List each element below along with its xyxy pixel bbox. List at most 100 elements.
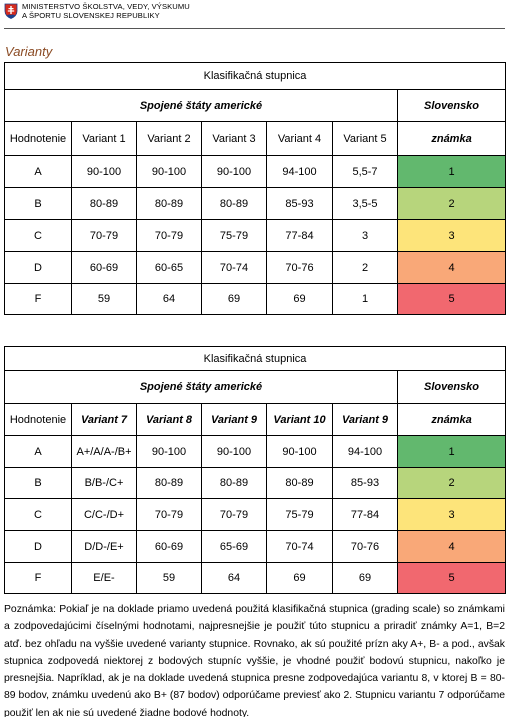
column-header-variant: Variant 1 [71, 121, 137, 156]
mark-cell: 2 [396, 467, 507, 499]
section-title: Varianty [5, 44, 53, 59]
column-header-variant: Variant 9 [332, 403, 398, 436]
column-header-variant: Variant 3 [201, 121, 267, 156]
mark-cell: 5 [396, 562, 507, 594]
table-row: A A+/A/A-/B+ 90-100 90-100 90-100 94-100… [4, 435, 507, 468]
mark-cell: 3 [396, 219, 507, 252]
range-cell: 80-89 [136, 467, 202, 499]
ministry-header: MINISTERSTVO ŠKOLSTVA, VEDY, VÝSKUMU A Š… [4, 2, 190, 20]
grading-scale-table-2: Klasifikačná stupnica Spojené štáty amer… [3, 346, 507, 594]
range-cell: 70-79 [136, 219, 202, 252]
mark-cell: 3 [396, 498, 507, 531]
grade-cell: A [4, 155, 72, 188]
column-header-mark: známka [396, 121, 507, 156]
ministry-name-line1: MINISTERSTVO ŠKOLSTVA, VEDY, VÝSKUMU [22, 2, 190, 11]
range-cell: 60-69 [136, 530, 202, 563]
table-title: Klasifikačná stupnica [3, 62, 507, 90]
range-cell: 80-89 [71, 187, 137, 220]
range-cell: 64 [201, 562, 267, 594]
range-cell: 70-76 [266, 251, 333, 284]
range-cell: 3,5-5 [332, 187, 398, 220]
range-cell: 69 [266, 283, 333, 315]
range-cell: 65-69 [201, 530, 267, 563]
grade-cell: B [4, 187, 72, 220]
grading-scale-table-1: Klasifikačná stupnica Spojené štáty amer… [3, 62, 507, 315]
range-cell: 64 [136, 283, 202, 315]
range-cell: 5,5-7 [332, 155, 398, 188]
grade-cell: F [4, 562, 72, 594]
table-row: D 60-69 60-65 70-74 70-76 2 4 [4, 251, 507, 284]
table-title: Klasifikačná stupnica [3, 346, 507, 371]
grade-cell: B [4, 467, 72, 499]
range-cell: 69 [266, 562, 333, 594]
column-header-grade: Hodnotenie [4, 121, 72, 156]
range-cell: 70-79 [71, 219, 137, 252]
grade-cell: A [4, 435, 72, 468]
column-header-grade: Hodnotenie [4, 403, 72, 436]
range-cell: 75-79 [201, 219, 267, 252]
column-header-mark: známka [396, 403, 507, 436]
range-cell: 60-69 [71, 251, 137, 284]
range-cell: 70-79 [201, 498, 267, 531]
mark-cell: 1 [396, 155, 507, 188]
group-header-slovakia: Slovensko [396, 370, 507, 404]
grade-cell: F [4, 283, 72, 315]
range-cell: 94-100 [332, 435, 398, 468]
range-cell: 80-89 [136, 187, 202, 220]
column-header-variant: Variant 5 [332, 121, 398, 156]
range-cell: 69 [332, 562, 398, 594]
table-row: D D/D-/E+ 60-69 65-69 70-74 70-76 4 [4, 530, 507, 563]
column-header-variant: Variant 10 [266, 403, 333, 436]
range-cell: 70-74 [201, 251, 267, 284]
range-cell: 90-100 [201, 155, 267, 188]
range-cell: 70-74 [266, 530, 333, 563]
table-row: B 80-89 80-89 80-89 85-93 3,5-5 2 [4, 187, 507, 220]
range-cell: 70-76 [332, 530, 398, 563]
mark-cell: 2 [396, 187, 507, 220]
range-cell: 59 [136, 562, 202, 594]
range-cell: E/E- [71, 562, 137, 594]
range-cell: C/C-/D+ [71, 498, 137, 531]
range-cell: 69 [201, 283, 267, 315]
range-cell: 59 [71, 283, 137, 315]
range-cell: 85-93 [332, 467, 398, 499]
range-cell: 85-93 [266, 187, 333, 220]
group-header-slovakia: Slovensko [396, 89, 507, 122]
group-header-usa: Spojené štáty americké [4, 370, 398, 404]
column-header-variant: Variant 9 [201, 403, 267, 436]
range-cell: 80-89 [266, 467, 333, 499]
range-cell: 80-89 [201, 467, 267, 499]
table-row: F 59 64 69 69 1 5 [4, 283, 507, 315]
mark-cell: 5 [396, 283, 507, 315]
column-header-variant: Variant 2 [136, 121, 202, 156]
range-cell: 75-79 [266, 498, 333, 531]
slovak-coat-of-arms-icon [4, 3, 18, 19]
mark-cell: 4 [396, 251, 507, 284]
group-header-usa: Spojené štáty americké [4, 89, 398, 122]
table-row: C C/C-/D+ 70-79 70-79 75-79 77-84 3 [4, 498, 507, 531]
table-row: C 70-79 70-79 75-79 77-84 3 3 [4, 219, 507, 252]
table-row: B B/B-/C+ 80-89 80-89 80-89 85-93 2 [4, 467, 507, 499]
range-cell: 90-100 [136, 435, 202, 468]
column-header-variant: Variant 8 [136, 403, 202, 436]
range-cell: 90-100 [266, 435, 333, 468]
range-cell: 90-100 [136, 155, 202, 188]
ministry-name-line2: A ŠPORTU SLOVENSKEJ REPUBLIKY [22, 11, 160, 20]
table-row: F E/E- 59 64 69 69 5 [4, 562, 507, 594]
range-cell: 60-65 [136, 251, 202, 284]
range-cell: A+/A/A-/B+ [71, 435, 137, 468]
range-cell: 1 [332, 283, 398, 315]
range-cell: 90-100 [201, 435, 267, 468]
range-cell: 77-84 [266, 219, 333, 252]
mark-cell: 4 [396, 530, 507, 563]
range-cell: 3 [332, 219, 398, 252]
mark-cell: 1 [396, 435, 507, 468]
grade-cell: D [4, 251, 72, 284]
range-cell: 77-84 [332, 498, 398, 531]
range-cell: B/B-/C+ [71, 467, 137, 499]
header-divider [4, 28, 505, 29]
grade-cell: D [4, 530, 72, 563]
footnote: Poznámka: Pokiaľ je na doklade priamo uv… [4, 604, 505, 717]
range-cell: 94-100 [266, 155, 333, 188]
range-cell: 2 [332, 251, 398, 284]
